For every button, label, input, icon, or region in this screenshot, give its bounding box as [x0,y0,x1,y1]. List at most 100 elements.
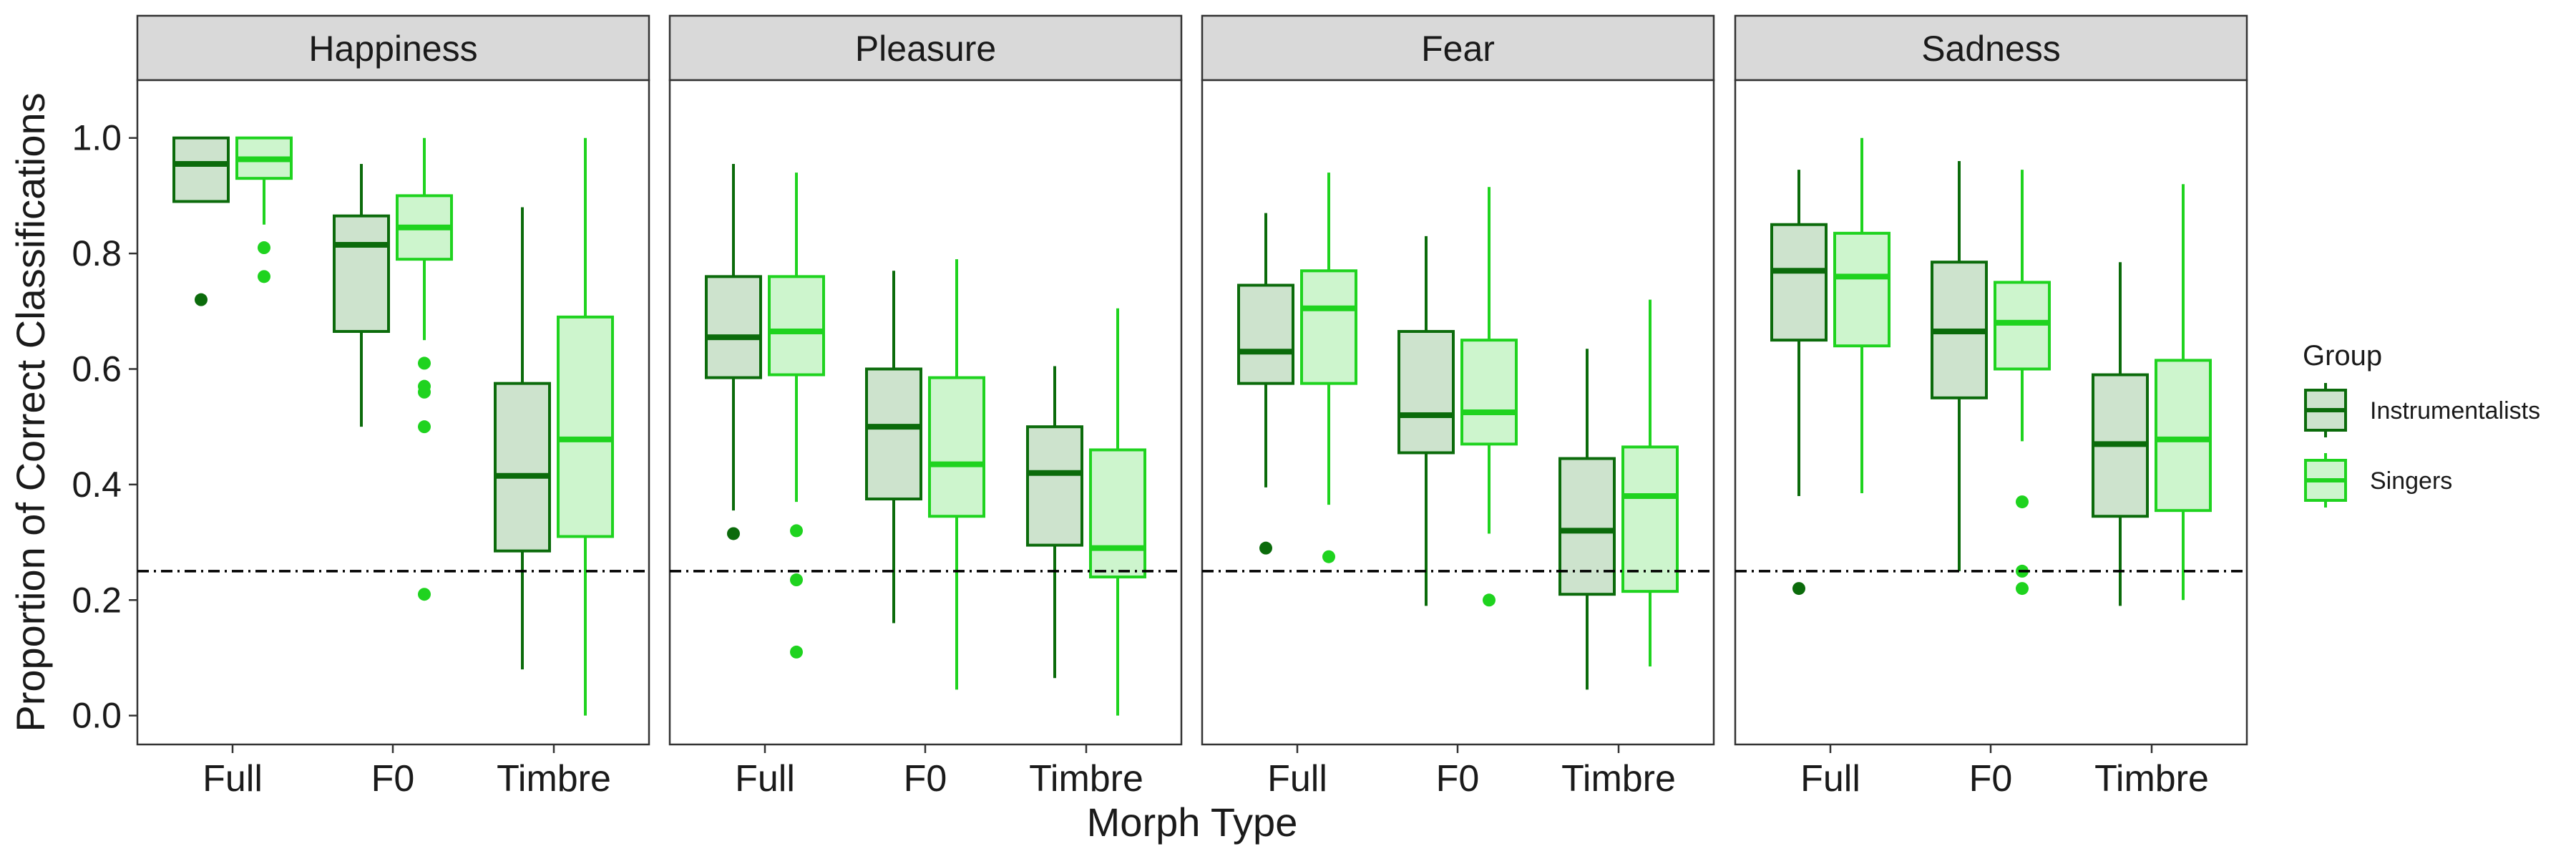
legend-label: Instrumentalists [2370,397,2540,424]
box-singers [396,137,453,601]
box-instrumentalists [1770,170,1828,596]
facet-panel: Happiness Full F0 Timbre [136,14,650,800]
outlier-point [195,293,208,306]
box-iqr [1460,339,1518,446]
outlier-point [1483,593,1496,607]
facet-panel: Fear Full F0 Timbre [1201,14,1715,800]
legend-entry: Instrumentalists [2304,383,2540,437]
facet-title: Sadness [1921,29,2061,69]
box-singers [1300,173,1357,563]
box-iqr [1237,283,1294,385]
facet-panels: Happiness Full F0 Timbre Pleasure Full F0 Timbr… [136,14,2248,800]
outlier-point [1259,541,1272,555]
outlier-point [727,527,740,540]
outlier-point [790,573,803,587]
x-tick-label: F0 [904,758,947,800]
box-iqr [1026,425,1083,547]
box-instrumentalists [1237,213,1294,555]
box-singers [235,136,293,283]
outlier-point [1792,582,1805,596]
box-instrumentalists [172,136,230,306]
y-tick-label: 0.4 [72,465,122,505]
panel-background [1201,79,1715,746]
x-tick-label: F0 [1969,758,2013,800]
y-tick-label: 0.8 [72,233,122,273]
outlier-point [258,270,270,283]
legend: Group Instrumentalists Singers [2303,340,2540,508]
facet-title: Pleasure [855,29,996,69]
facet-panel: Sadness Full F0 Timbre [1734,14,2248,800]
x-tick-label: Full [203,758,263,800]
outlier-point [418,420,431,434]
box-singers [1089,308,1146,716]
box-iqr [1089,448,1146,578]
box-iqr [705,275,762,379]
facet-strip [668,14,1183,82]
box-instrumentalists [1026,366,1083,679]
box-instrumentalists [1397,236,1455,606]
facet-strip [1201,14,1715,82]
y-tick-label: 0.6 [72,349,122,389]
box-iqr [2155,359,2212,513]
box-singers [768,173,825,659]
box-instrumentalists [2092,262,2149,606]
box-singers [2155,184,2212,601]
outlier-point [258,241,270,255]
box-iqr [1558,457,1616,596]
x-tick-label: Timbre [1029,758,1143,800]
box-iqr [1770,223,1828,342]
box-instrumentalists [333,164,390,427]
box-iqr [1397,330,1455,455]
facet-strip [136,14,650,82]
box-iqr [928,376,985,518]
outlier-point [418,588,431,601]
x-tick-label: F0 [1436,758,1480,800]
x-tick-label: Full [735,758,795,800]
box-iqr [1621,445,1679,593]
y-axis: 0.0 0.2 0.4 0.6 0.8 1.0 [72,118,137,736]
box-iqr [865,367,922,501]
box-instrumentalists [865,271,922,623]
outlier-point [2016,582,2029,596]
outlier-point [2016,495,2029,509]
panel-background [668,79,1183,746]
facet-panel: Pleasure Full F0 Timbre [668,14,1183,800]
box-singers [1833,137,1890,493]
x-tick-label: Timbre [2094,758,2209,800]
box-iqr [768,275,825,377]
x-tick-label: F0 [371,758,415,800]
x-tick-label: Timbre [1561,758,1676,800]
box-iqr [1300,269,1357,385]
legend-label: Singers [2370,467,2452,495]
outlier-point [418,385,431,399]
box-singers [928,259,985,690]
outlier-point [1322,550,1335,563]
outlier-point [790,524,803,538]
facet-title: Happiness [308,29,477,69]
x-tick-label: Full [1267,758,1327,800]
box-iqr [333,214,390,334]
legend-entry: Singers [2304,453,2452,508]
box-iqr [1994,281,2051,371]
x-tick-label: Timbre [497,758,611,800]
box-singers [557,137,614,716]
box-iqr [557,315,614,538]
y-tick-label: 0.0 [72,696,122,736]
facet-title: Fear [1421,29,1495,69]
box-singers [1621,299,1679,667]
box-instrumentalists [1931,160,1988,571]
outlier-point [418,356,431,370]
box-iqr [172,136,230,203]
box-singers [1460,187,1518,607]
box-singers [1994,170,2051,596]
y-tick-label: 1.0 [72,118,122,158]
y-axis-title: Proportion of Correct Classifications [8,92,53,732]
y-tick-label: 0.2 [72,580,122,620]
box-iqr [1833,231,1890,348]
box-instrumentalists [705,164,762,540]
outlier-point [790,645,803,659]
x-tick-label: Full [1800,758,1860,800]
box-iqr [494,382,551,553]
legend-title: Group [2303,340,2382,372]
